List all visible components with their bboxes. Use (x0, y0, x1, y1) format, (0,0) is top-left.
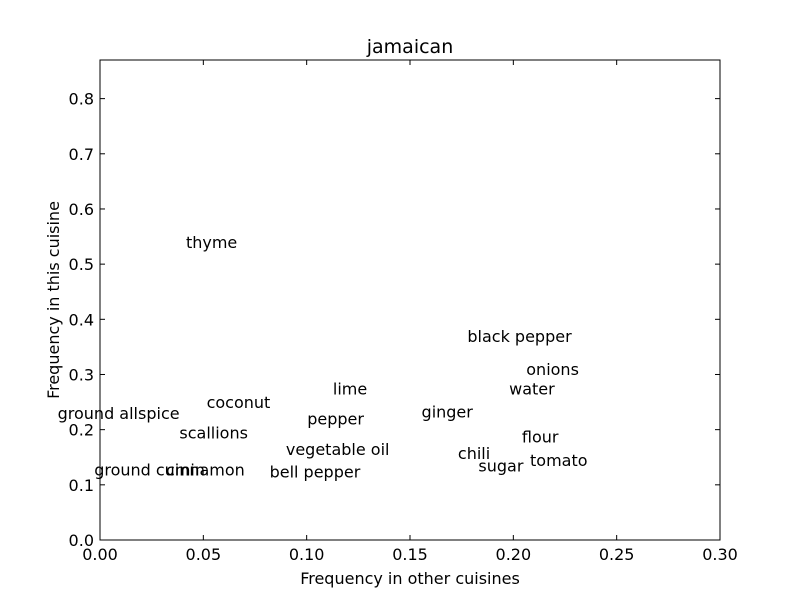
data-point-label: lime (333, 379, 367, 398)
data-point-label: pepper (307, 410, 364, 429)
data-point-label: ground cumin (94, 460, 205, 479)
y-tick-label: 0.4 (69, 310, 94, 329)
x-tick-label: 0.10 (289, 545, 325, 564)
data-point-label: ground allspice (58, 404, 180, 423)
x-tick-label: 0.25 (599, 545, 635, 564)
chart-title: jamaican (366, 36, 453, 58)
data-point-label: flour (522, 427, 559, 446)
data-point-label: water (509, 379, 555, 398)
data-point-label: coconut (207, 393, 271, 412)
y-tick-label: 0.7 (69, 145, 94, 164)
x-tick-label: 0.20 (496, 545, 532, 564)
y-axis: 0.0 0.1 0.2 0.3 0.4 0.5 0.6 0.7 0.8 (69, 90, 720, 550)
x-tick-label: 0.15 (392, 545, 428, 564)
data-point-label: thyme (186, 233, 237, 252)
y-tick-label: 0.1 (69, 476, 94, 495)
x-axis-label: Frequency in other cuisines (300, 569, 520, 588)
data-point-label: sugar (478, 457, 523, 476)
data-point-label: bell pepper (270, 463, 361, 482)
data-point-label: black pepper (467, 327, 572, 346)
y-tick-label: 0.0 (69, 531, 94, 550)
x-tick-label: 0.30 (702, 545, 738, 564)
data-point-label: scallions (179, 423, 248, 442)
y-tick-label: 0.5 (69, 255, 94, 274)
x-tick-label: 0.00 (82, 545, 118, 564)
x-axis: 0.00 0.05 0.10 0.15 0.20 0.25 0.30 (82, 60, 738, 564)
data-point-label: onions (526, 360, 579, 379)
y-tick-label: 0.6 (69, 200, 94, 219)
data-point-label: chili (458, 444, 490, 463)
x-tick-label: 0.05 (186, 545, 222, 564)
y-tick-label: 0.3 (69, 365, 94, 384)
y-tick-label: 0.2 (69, 421, 94, 440)
data-point-label: cinnamon (166, 460, 245, 479)
y-axis-label: Frequency in this cuisine (44, 201, 63, 399)
data-point-label: ginger (422, 402, 474, 421)
data-point-label: vegetable oil (286, 440, 390, 459)
y-tick-label: 0.8 (69, 90, 94, 109)
data-point-label: tomato (530, 451, 588, 470)
